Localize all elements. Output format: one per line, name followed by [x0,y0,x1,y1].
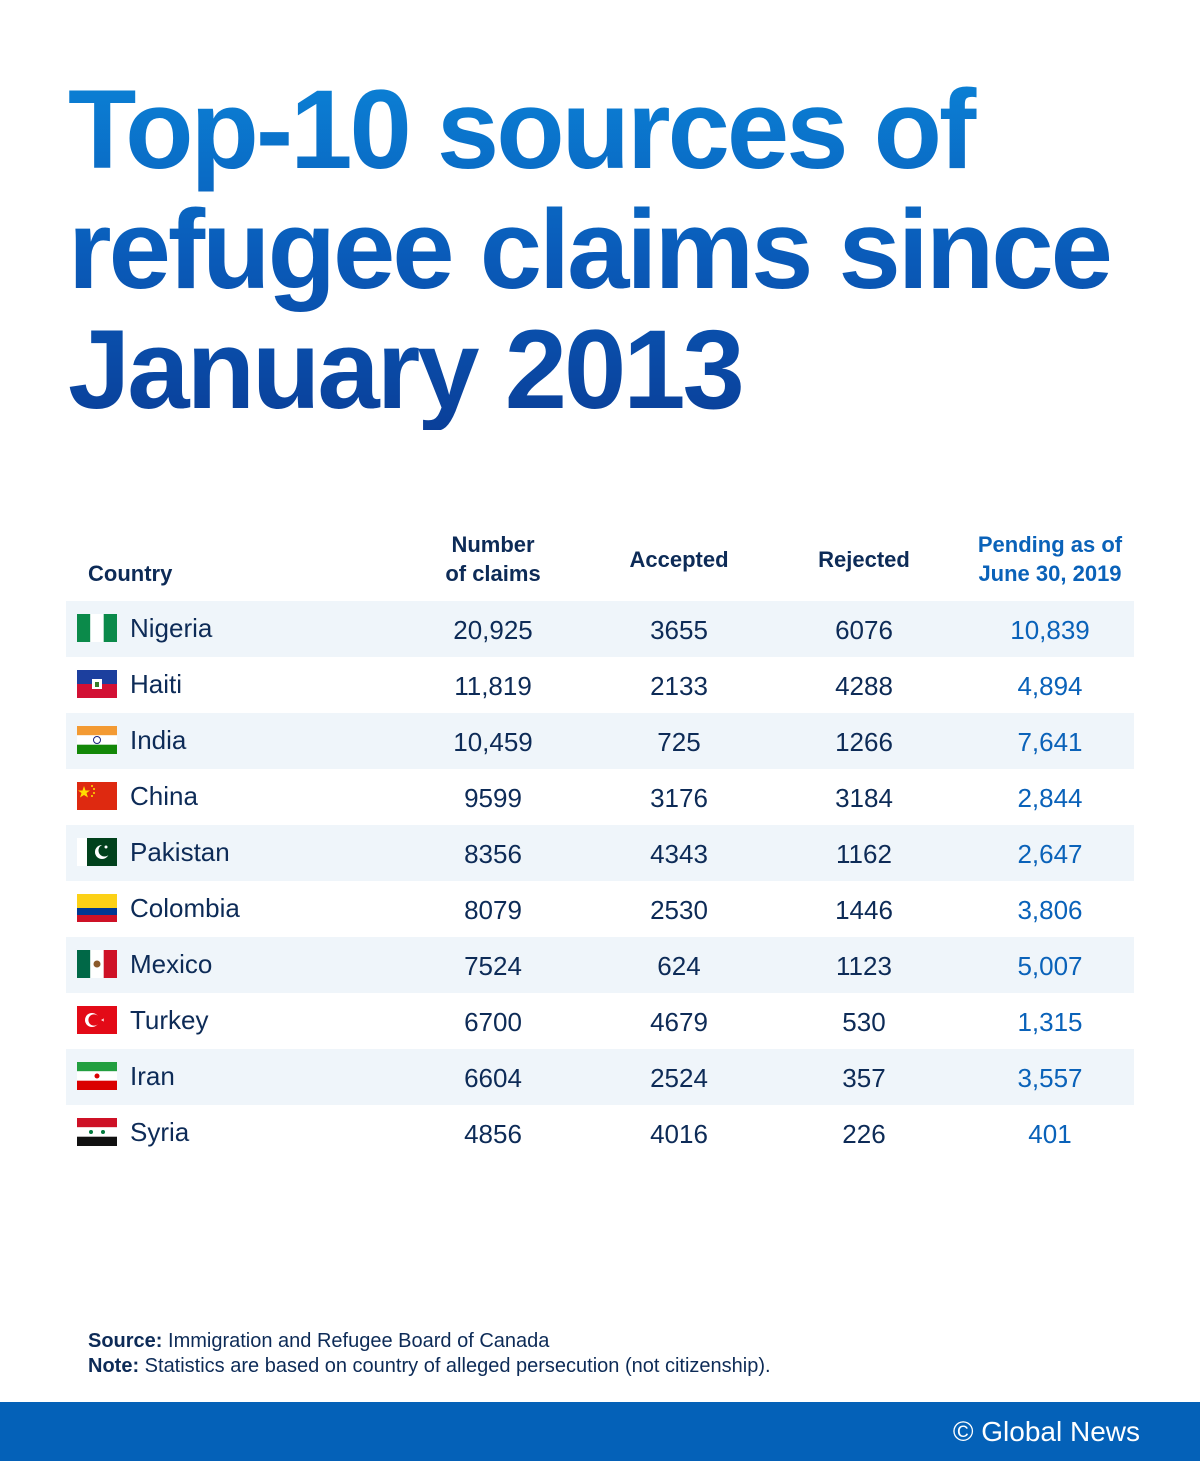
cell-claims: 9599 [464,783,522,813]
cell-accepted: 4016 [650,1119,708,1149]
table-row: Iran 6604 2524 357 3,557 [66,1049,1134,1105]
cell-claims: 7524 [464,951,522,981]
table-row: Haiti 11,819 2133 4288 4,894 [66,657,1134,713]
cell-rejected: 530 [842,1007,886,1037]
cell-rejected: 4288 [835,671,893,701]
cell-pending: 3,557 [1017,1063,1083,1093]
header-pending-line-2: June 30, 2019 [978,561,1122,586]
table-row: India 10,459 725 1266 7,641 [66,713,1134,769]
header-claims-line-2: of claims [445,561,541,586]
table-row: Pakistan 8356 4343 1162 2,647 [66,825,1134,881]
cell-rejected: 1162 [836,839,892,869]
title-line-3: January 2013 [68,307,742,432]
country-name: Turkey [130,1005,209,1035]
country-name: Colombia [130,893,240,923]
cell-rejected: 1446 [835,895,893,925]
syria-flag-icon [77,1118,117,1146]
header-accepted: Accepted [629,547,729,572]
cell-claims: 20,925 [453,615,533,645]
header-rejected: Rejected [818,547,910,572]
cell-rejected: 3184 [835,783,893,813]
table-row: Turkey 6700 4679 530 1,315 [66,993,1134,1049]
pakistan-flag-icon [77,838,117,866]
country-name: Pakistan [130,837,230,867]
claims-table: Nigeria 20,925 3655 6076 10,839 Haiti 11,819 21… [66,601,1134,1161]
cell-claims: 10,459 [453,727,533,757]
cell-accepted: 624 [657,951,701,981]
cell-accepted: 2530 [650,895,708,925]
china-flag-icon [77,782,117,810]
mexico-flag-icon [77,950,117,978]
source-label: Source: [88,1330,163,1352]
title-line-1: Top-10 sources of [68,67,974,192]
table-row: Mexico 7524 624 1123 5,007 [66,937,1134,993]
country-name: China [130,781,198,811]
cell-pending: 1,315 [1017,1007,1083,1037]
turkey-flag-icon [77,1006,117,1034]
cell-rejected: 226 [842,1119,886,1149]
cell-rejected: 357 [842,1063,886,1093]
footer-bar: © Global News [0,1402,1200,1461]
cell-rejected: 6076 [835,615,893,645]
table-row: Colombia 8079 2530 1446 3,806 [66,881,1134,937]
country-name: Syria [130,1117,190,1147]
cell-claims: 8079 [464,895,522,925]
header-pending: Pending as of June 30, 2019 [960,530,1140,588]
page-title: Top-10 sources of refugee claims since J… [68,70,1110,430]
cell-accepted: 4343 [650,839,708,869]
iran-flag-icon [77,1062,117,1090]
cell-claims: 11,819 [454,671,532,701]
cell-pending: 2,844 [1017,783,1083,813]
title-line-2: refugee claims since [68,187,1110,312]
cell-accepted: 725 [657,727,701,757]
cell-pending: 3,806 [1017,895,1083,925]
cell-claims: 6700 [464,1007,522,1037]
table-row: Nigeria 20,925 3655 6076 10,839 [66,601,1134,657]
cell-claims: 4856 [464,1119,522,1149]
cell-rejected: 1266 [835,727,893,757]
cell-accepted: 3176 [650,783,708,813]
cell-claims: 8356 [464,839,522,869]
header-country: Country [88,561,173,586]
cell-accepted: 4679 [650,1007,708,1037]
country-name: Iran [130,1061,175,1091]
nigeria-flag-icon [77,614,117,642]
source-note: Source: Immigration and Refugee Board of… [88,1330,549,1353]
table-row: Syria 4856 4016 226 401 [66,1105,1134,1161]
cell-pending: 2,647 [1017,839,1083,869]
note-text: Statistics are based on country of alleg… [139,1355,771,1377]
colombia-flag-icon [77,894,117,922]
country-name: Nigeria [130,613,213,643]
cell-pending: 4,894 [1017,671,1083,701]
cell-pending: 10,839 [1010,615,1090,645]
india-flag-icon [77,726,117,754]
cell-accepted: 3655 [650,615,708,645]
cell-accepted: 2133 [650,671,708,701]
country-name: India [130,725,187,755]
header-pending-line-1: Pending as of [977,532,1123,557]
note-label: Note: [88,1355,140,1377]
cell-pending: 7,641 [1017,727,1083,757]
brand-credit: © Global News [952,1416,1140,1447]
cell-claims: 6604 [464,1063,522,1093]
table-row: China 9599 3176 3184 2,844 [66,769,1134,825]
cell-pending: 401 [1028,1119,1072,1149]
source-text: Immigration and Refugee Board of Canada [162,1330,550,1352]
country-name: Haiti [130,669,183,699]
haiti-flag-icon [77,670,117,698]
country-name: Mexico [130,949,213,979]
header-claims: Number of claims [413,530,573,588]
header-claims-line-1: Number [451,532,535,557]
cell-accepted: 2524 [650,1063,708,1093]
cell-pending: 5,007 [1017,951,1083,981]
footnote: Note: Statistics are based on country of… [88,1355,771,1378]
cell-rejected: 1123 [836,951,892,981]
